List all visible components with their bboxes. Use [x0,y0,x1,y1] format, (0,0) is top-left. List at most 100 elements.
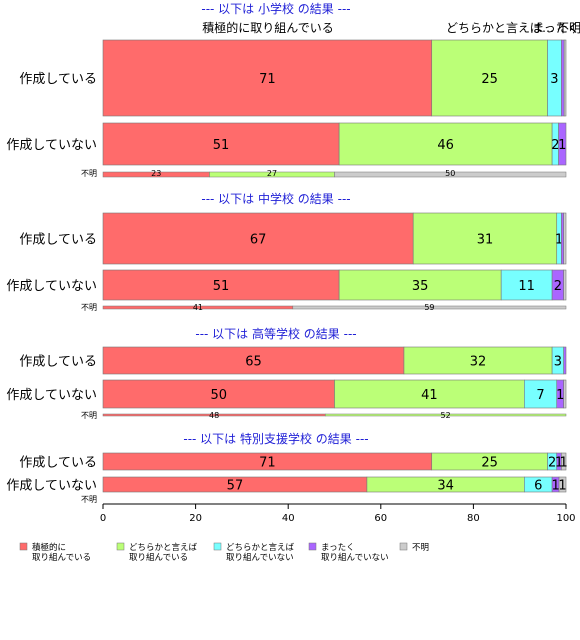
legend-swatch-1 [116,542,125,551]
row-label-3-1: 作成していない [6,479,97,494]
bar-value-3-0-4: 1 [560,456,568,471]
bar-segment-2-0-0 [102,346,405,375]
legend-swatch-3 [308,542,317,551]
legend-label-line-0-0: 積極的に [32,542,66,553]
bar-value-3-0-0: 71 [259,456,276,471]
legend-label-line-1-1: 取り組んでいる [129,552,188,563]
row-label-1-0: 作成している [19,233,97,248]
bar-segment-0-0-0 [102,39,433,117]
x-tick-label-0: 0 [100,513,106,524]
bar-segment-2-0-1 [403,346,553,375]
bar-value-2-0-2: 3 [554,355,562,370]
bar-value-1-1-2: 11 [518,279,535,294]
bar-segment-2-1-4 [563,379,567,409]
legend-label-line-4-0: 不明 [412,543,429,553]
panel-title-2: --- 以下は 高等学校 の結果 --- [195,326,356,341]
legend-label-3: まったく取り組んでいない [321,543,389,563]
bar-segment-2-1-0 [102,379,335,409]
legend-label-line-3-1: 取り組んでいない [321,552,389,563]
legend-label-line-3-0: まったく [321,543,355,553]
bar-segment-1-0-0 [102,212,414,265]
x-tick-label-2: 40 [282,513,295,524]
bar-value-3-0-3: 1 [555,456,563,471]
unknown-value-0-0: 23 [151,169,161,178]
unknown-segment-2-1 [324,413,567,417]
bar-value-0-0-2: 3 [550,72,558,87]
bar-segment-1-0-4 [563,212,567,265]
legend-label-0: 積極的に取り組んでいる [32,542,91,563]
bar-value-3-1-2: 6 [534,479,542,494]
bar-value-2-1-0: 50 [210,388,227,403]
bar-value-0-1-3: 1 [558,138,566,153]
bar-segment-0-1-3 [558,122,567,166]
x-tick-label-3: 60 [374,513,387,524]
unknown-value-0-1: 27 [267,169,277,178]
header-label-1: どちらかと言えば… [446,21,554,35]
legend-label-4: 不明 [412,543,429,553]
bar-value-3-0-2: 2 [548,456,556,471]
legend-label-2: どちらかと言えば取り組んでいない [226,542,295,563]
legend-label-line-1-0: どちらかと言えば [129,542,198,553]
bar-value-3-1-0: 57 [227,479,244,494]
legend-label-line-2-1: 取り組んでいない [226,552,294,563]
row-label-0-1: 作成していない [6,138,97,153]
bar-value-0-1-1: 46 [437,138,454,153]
bar-segment-0-0-4 [563,39,567,117]
legend-label-line-0-1: 取り組んでいる [32,552,91,563]
bar-value-3-0-1: 25 [481,456,498,471]
panel-title-1: --- 以下は 中学校 の結果 --- [201,191,350,206]
bar-value-2-0-0: 65 [245,355,262,370]
legend-swatch-0 [19,542,28,551]
bar-value-3-1-1: 34 [437,479,454,494]
bar-value-1-1-0: 51 [213,279,230,294]
header-label-2: まったく [532,21,580,35]
bar-value-3-1-3: 1 [551,479,559,494]
bar-segment-2-0-3 [563,346,567,375]
header-label-3: 不明 [557,21,580,35]
bar-value-1-0-0: 67 [250,233,267,248]
bar-segment-1-1-0 [102,269,340,301]
unknown-label-1: 不明 [81,303,97,312]
legend-label-1: どちらかと言えば取り組んでいる [129,542,198,563]
bar-value-2-0-1: 32 [470,355,487,370]
bar-segment-0-0-3 [561,39,565,117]
panel-title-3: --- 以下は 特別支援学校 の結果 --- [183,431,368,446]
unknown-label-0: 不明 [81,169,97,178]
bar-value-0-1-0: 51 [213,138,230,153]
unknown-value-2-1: 52 [441,411,451,420]
unknown-value-0-4: 50 [445,169,455,178]
unknown-label-2: 不明 [81,411,97,420]
row-label-2-1: 作成していない [6,388,97,403]
unknown-value-1-4: 59 [424,303,434,312]
x-tick-label-4: 80 [467,513,480,524]
unknown-value-1-0: 41 [193,303,203,312]
bar-value-1-1-3: 2 [554,279,562,294]
bar-segment-1-1-4 [563,269,567,301]
legend-swatch-2 [213,542,222,551]
bar-value-2-1-1: 41 [421,388,438,403]
row-label-3-0: 作成している [19,456,97,471]
row-label-0-0: 作成している [19,72,97,87]
bar-value-1-0-1: 31 [477,233,494,248]
bar-segment-0-1-0 [102,122,340,166]
bar-segment-1-0-1 [412,212,558,265]
unknown-label-3: 不明 [81,495,97,504]
row-label-1-1: 作成していない [6,279,97,294]
bar-value-2-1-2: 7 [536,388,544,403]
legend-label-line-2-0: どちらかと言えば [226,542,295,553]
bar-segment-3-1-4 [558,476,567,493]
legend-swatch-4 [399,542,408,551]
panel-title-0: --- 以下は 小学校 の結果 --- [201,1,350,16]
bar-segment-1-0-3 [561,212,564,265]
bar-value-0-0-0: 71 [259,72,276,87]
header-label-0: 積極的に取り組んでいる [202,20,333,35]
bar-value-1-1-1: 35 [412,279,429,294]
bar-segment-3-0-4 [561,452,567,471]
bar-value-3-1-4: 1 [558,479,566,494]
unknown-segment-0-4 [334,171,567,178]
bar-value-2-1-3: 1 [556,388,564,403]
bar-value-0-0-1: 25 [481,72,498,87]
bar-value-1-0-2: 1 [555,233,563,248]
